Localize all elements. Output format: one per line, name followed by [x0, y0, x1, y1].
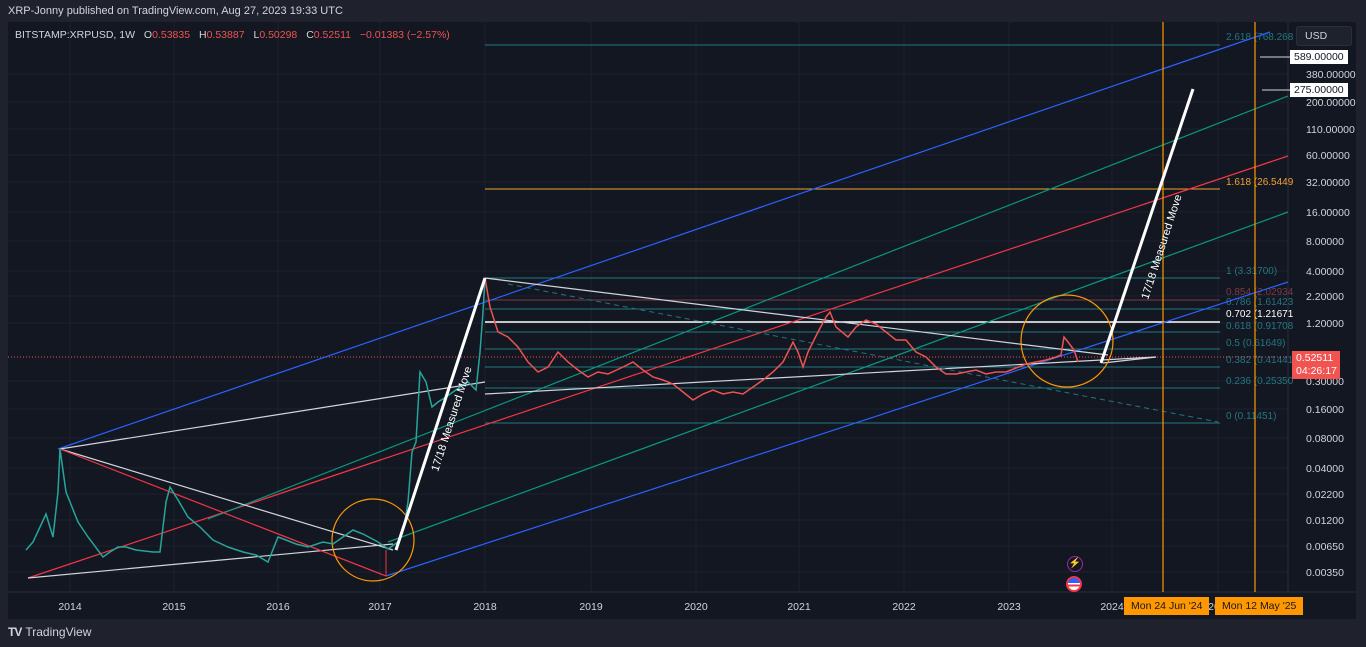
- fib-label: 0.236 (0.25350: [1226, 376, 1294, 387]
- change-value: −0.01383 (−2.57%): [359, 29, 450, 41]
- svg-text:0.00350: 0.00350: [1306, 567, 1344, 579]
- fib-label: 0.702 (1.21671: [1226, 309, 1294, 320]
- svg-text:16.00000: 16.00000: [1306, 207, 1350, 219]
- fib-label: 0 (0.11451): [1226, 411, 1276, 422]
- symbol-name[interactable]: BITSTAMP:XRPUSD, 1W: [15, 29, 135, 41]
- svg-text:20: 20: [1208, 601, 1220, 613]
- svg-text:0.08000: 0.08000: [1306, 433, 1344, 445]
- measured-move-line: [1099, 88, 1195, 364]
- svg-text:0.30000: 0.30000: [1306, 376, 1344, 388]
- symbol-legend: BITSTAMP:XRPUSD, 1W O0.53835 H0.53887 L0…: [15, 29, 450, 41]
- fib-retracement: [485, 44, 1220, 424]
- measured-move-label: 17/18 Measured Move: [1139, 193, 1184, 301]
- svg-text:2024: 2024: [1100, 601, 1124, 613]
- svg-text:2018: 2018: [473, 601, 497, 613]
- svg-text:2022: 2022: [892, 601, 916, 613]
- svg-text:0.02200: 0.02200: [1306, 489, 1344, 501]
- svg-text:60.00000: 60.00000: [1306, 150, 1350, 162]
- svg-text:0.01200: 0.01200: [1306, 515, 1344, 527]
- svg-text:0.16000: 0.16000: [1306, 404, 1344, 416]
- trend-lines: [27, 277, 1157, 579]
- svg-text:32.00000: 32.00000: [1306, 177, 1350, 189]
- svg-text:380.00000: 380.00000: [1306, 69, 1356, 81]
- svg-text:2.20000: 2.20000: [1306, 291, 1344, 303]
- currency-button[interactable]: USD: [1296, 26, 1352, 46]
- highlight-circle: [331, 498, 415, 582]
- fib-label: 1.618 (26.5449: [1226, 177, 1294, 188]
- price-axis-ticks: 380.00000 200.00000 110.00000 60.00000 3…: [1306, 69, 1356, 579]
- fib-label: 0.382 (0.41441: [1226, 355, 1294, 366]
- svg-text:2023: 2023: [997, 601, 1021, 613]
- tv-logo-icon: TV: [8, 625, 22, 639]
- us-flag-event-icon[interactable]: [1066, 576, 1082, 592]
- chart-canvas[interactable]: 2.618 (768.268 1.618 (26.5449 1 (3.31700…: [8, 22, 1356, 619]
- fib-label: 0.854 (2.02934: [1226, 287, 1294, 298]
- svg-text:2021: 2021: [787, 601, 811, 613]
- high-value: 0.53887: [206, 29, 245, 41]
- date-marker-tag: Mon 12 May '25: [1215, 597, 1304, 615]
- svg-text:2020: 2020: [684, 601, 708, 613]
- svg-text:2019: 2019: [579, 601, 603, 613]
- measured-move-line: [394, 277, 487, 551]
- last-price-tag: 0.52511 04:26:17: [1292, 351, 1340, 379]
- last-price: 0.52511: [1296, 352, 1334, 364]
- low-value: 0.50298: [259, 29, 298, 41]
- fib-label: 1 (3.31700): [1226, 266, 1277, 277]
- svg-text:2017: 2017: [368, 601, 392, 613]
- svg-text:110.00000: 110.00000: [1306, 124, 1355, 136]
- grid-lines: [8, 22, 1288, 592]
- svg-text:0.00650: 0.00650: [1306, 541, 1344, 553]
- svg-text:1.20000: 1.20000: [1306, 318, 1344, 330]
- svg-text:8.00000: 8.00000: [1306, 236, 1344, 248]
- marked-price-tag: 275.00000: [1290, 83, 1348, 97]
- fib-label: 2.618 (768.268: [1226, 32, 1294, 43]
- date-marker-tag: Mon 24 Jun '24: [1124, 597, 1210, 615]
- publisher-header: XRP-Jonny published on TradingView.com, …: [8, 5, 343, 17]
- bar-countdown: 04:26:17: [1296, 365, 1337, 377]
- fib-label: 0.618 (0.91708: [1226, 321, 1294, 332]
- price-candles: [25, 277, 1079, 564]
- svg-text:2015: 2015: [162, 601, 186, 613]
- time-axis-ticks: 2014 2015 2016 2017 2018 2019 2020 2021 …: [58, 601, 1220, 613]
- highlight-circle: [1020, 294, 1114, 388]
- open-value: 0.53835: [152, 29, 191, 41]
- svg-text:2016: 2016: [266, 601, 290, 613]
- svg-text:2014: 2014: [58, 601, 82, 613]
- pitchfork-channel: [27, 31, 1289, 579]
- lightning-event-icon[interactable]: ⚡: [1067, 556, 1083, 572]
- close-value: 0.52511: [313, 29, 351, 41]
- svg-text:4.00000: 4.00000: [1306, 266, 1344, 278]
- tradingview-logo: TV TradingView: [8, 625, 92, 639]
- svg-text:200.00000: 200.00000: [1306, 97, 1356, 109]
- fib-label: 0.786 (1.61423: [1226, 297, 1294, 308]
- marked-price-tag: 589.00000: [1290, 50, 1348, 64]
- svg-text:0.04000: 0.04000: [1306, 463, 1344, 475]
- fib-label: 0.5 (0.61649): [1226, 338, 1286, 349]
